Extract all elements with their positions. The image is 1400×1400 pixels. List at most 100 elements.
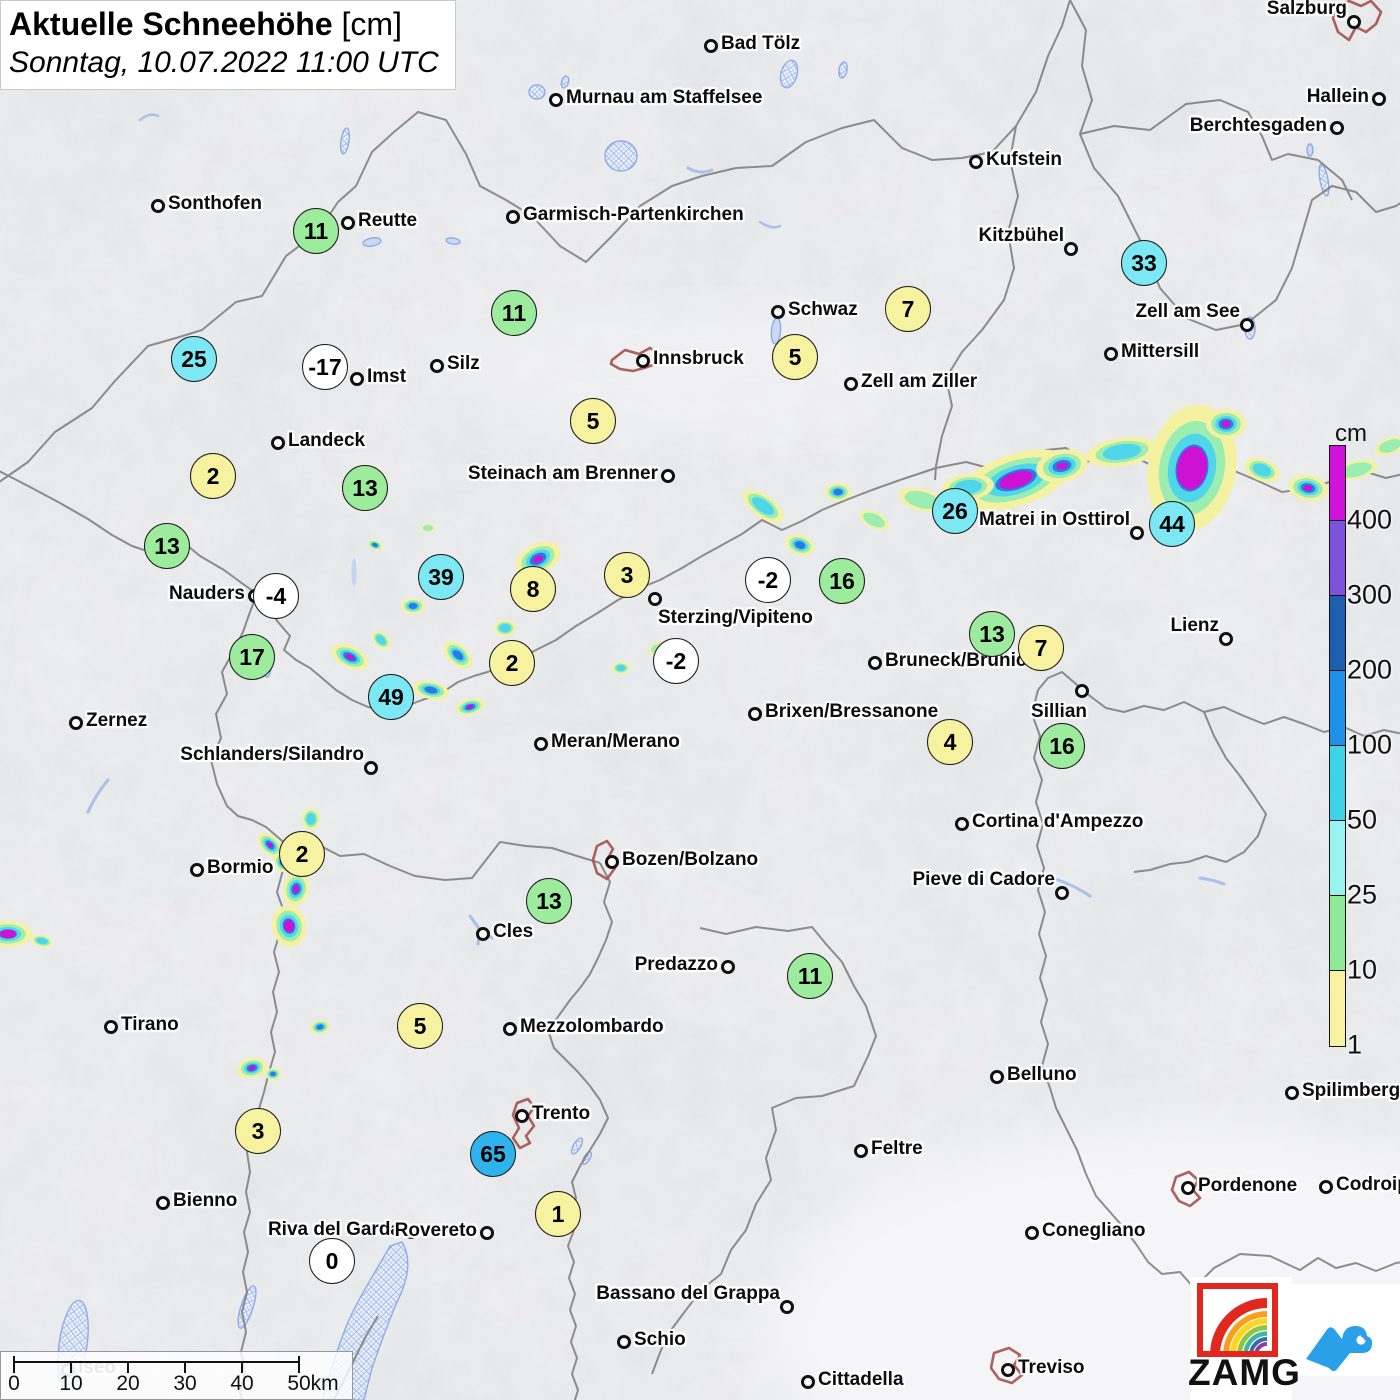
map-title: Aktuelle Schneehöhe [cm]: [9, 6, 402, 42]
legend-color-segment: [1330, 521, 1345, 596]
city-dot-icon: [515, 1109, 529, 1123]
city-label: Zernez: [86, 710, 148, 731]
city-label: Nauders: [168, 583, 245, 604]
station-snow-depth--4[interactable]: -4: [253, 573, 299, 619]
city-dot-icon: [868, 656, 882, 670]
city-dot-icon: [1130, 526, 1144, 540]
station-snow-depth-33[interactable]: 33: [1121, 240, 1167, 286]
city-label: Pordenone: [1198, 1175, 1298, 1196]
city-dot-icon: [341, 216, 355, 230]
city-label: Imst: [367, 366, 407, 387]
city-dot-icon: [430, 359, 444, 373]
city-dot-icon: [480, 1226, 494, 1240]
station-snow-depth-5[interactable]: 5: [570, 398, 616, 444]
map-subtitle-timestamp: Sonntag, 10.07.2022 11:00 UTC: [9, 46, 439, 79]
city-label: Kufstein: [986, 149, 1062, 170]
station-snow-depth-7[interactable]: 7: [1018, 625, 1064, 671]
station-snow-depth-3[interactable]: 3: [604, 552, 650, 598]
station-snow-depth-1[interactable]: 1: [535, 1191, 581, 1237]
city-dot-icon: [506, 210, 520, 224]
city-label: Predazzo: [634, 954, 718, 975]
city-dot-icon: [636, 354, 650, 368]
city-dot-icon: [844, 377, 858, 391]
city-dot-icon: [534, 737, 548, 751]
legend-tick-label: 400: [1347, 504, 1393, 535]
legend-tick-label: 25: [1347, 879, 1378, 910]
city-dot-icon: [661, 469, 675, 483]
city-dot-icon: [1319, 1180, 1333, 1194]
station-snow-depth-8[interactable]: 8: [510, 566, 556, 612]
station-snow-depth-13[interactable]: 13: [969, 611, 1015, 657]
city-dot-icon: [801, 1375, 815, 1389]
city-dot-icon: [364, 761, 378, 775]
station-snow-depth-11[interactable]: 11: [787, 953, 833, 999]
city-label: Reutte: [358, 210, 418, 231]
station-snow-depth-25[interactable]: 25: [171, 336, 217, 382]
city-label: Silz: [447, 353, 480, 374]
station-snow-depth-5[interactable]: 5: [397, 1003, 443, 1049]
city-dot-icon: [1025, 1226, 1039, 1240]
station-snow-depth-16[interactable]: 16: [819, 558, 865, 604]
station-snow-depth-39[interactable]: 39: [418, 554, 464, 600]
city-dot-icon: [721, 960, 735, 974]
station-snow-depth-5[interactable]: 5: [772, 334, 818, 380]
station-snow-depth-2[interactable]: 2: [489, 640, 535, 686]
station-snow-depth-65[interactable]: 65: [470, 1131, 516, 1177]
city-label: Sonthofen: [168, 193, 262, 214]
legend-color-segment: [1330, 896, 1345, 971]
city-label: Feltre: [871, 1138, 923, 1159]
city-label: Bruneck/Brunico: [885, 650, 1039, 671]
city-dot-icon: [151, 199, 165, 213]
city-label: Bassano del Grappa: [596, 1283, 780, 1304]
city-dot-icon: [780, 1300, 794, 1314]
station-snow-depth-13[interactable]: 13: [144, 523, 190, 569]
city-label: Riva del Garda: [267, 1219, 401, 1240]
station-snow-depth-26[interactable]: 26: [932, 488, 978, 534]
city-label: Codroipo: [1336, 1174, 1400, 1195]
city-label: Lienz: [1170, 615, 1219, 636]
station-snow-depth-49[interactable]: 49: [368, 674, 414, 720]
city-dot-icon: [704, 39, 718, 53]
city-dot-icon: [503, 1022, 517, 1036]
city-dot-icon: [1075, 684, 1089, 698]
map-scale-bar: 0 10 20 30 40 50km: [0, 1351, 353, 1400]
station-snow-depth-2[interactable]: 2: [190, 453, 236, 499]
scale-tick-label: 30: [173, 1372, 197, 1395]
city-dot-icon: [648, 592, 662, 606]
station-snow-depth-3[interactable]: 3: [235, 1108, 281, 1154]
station-snow-depth-11[interactable]: 11: [491, 290, 537, 336]
city-label: Salzburg: [1266, 0, 1347, 19]
station-snow-depth-11[interactable]: 11: [293, 208, 339, 254]
station-snow-depth-7[interactable]: 7: [885, 286, 931, 332]
station-snow-depth-0[interactable]: 0: [309, 1238, 355, 1284]
station-snow-depth--2[interactable]: -2: [745, 557, 791, 603]
scale-tick-label: 0: [8, 1372, 20, 1395]
city-label: Schlanders/Silandro: [180, 744, 364, 765]
city-label: Cittadella: [818, 1369, 904, 1390]
city-label: Cles: [493, 921, 534, 942]
station-snow-depth-16[interactable]: 16: [1039, 723, 1085, 769]
station-snow-depth--17[interactable]: -17: [302, 344, 348, 390]
legend-color-bar: [1329, 445, 1346, 1047]
station-snow-depth--2[interactable]: -2: [653, 638, 699, 684]
station-snow-depth-13[interactable]: 13: [342, 465, 388, 511]
snow-cover-overlay: [0, 404, 1400, 1080]
city-label: Mezzolombardo: [520, 1016, 664, 1037]
station-snow-depth-4[interactable]: 4: [927, 719, 973, 765]
station-snow-depth-17[interactable]: 17: [229, 634, 275, 680]
city-label: Brixen/Bressanone: [765, 701, 939, 722]
city-dot-icon: [69, 716, 83, 730]
station-snow-depth-13[interactable]: 13: [526, 878, 572, 924]
map-title-unit: [cm]: [332, 6, 402, 42]
station-snow-depth-2[interactable]: 2: [279, 831, 325, 877]
city-dot-icon: [854, 1144, 868, 1158]
legend-tick-label: 1: [1347, 1029, 1363, 1060]
legend-color-segment: [1330, 596, 1345, 671]
city-label: Rovereto: [394, 1220, 477, 1241]
city-dot-icon: [1240, 318, 1254, 332]
city-label: Hallein: [1306, 86, 1369, 107]
station-snow-depth-44[interactable]: 44: [1149, 501, 1195, 547]
city-dot-icon: [1055, 886, 1069, 900]
city-dot-icon: [156, 1196, 170, 1210]
